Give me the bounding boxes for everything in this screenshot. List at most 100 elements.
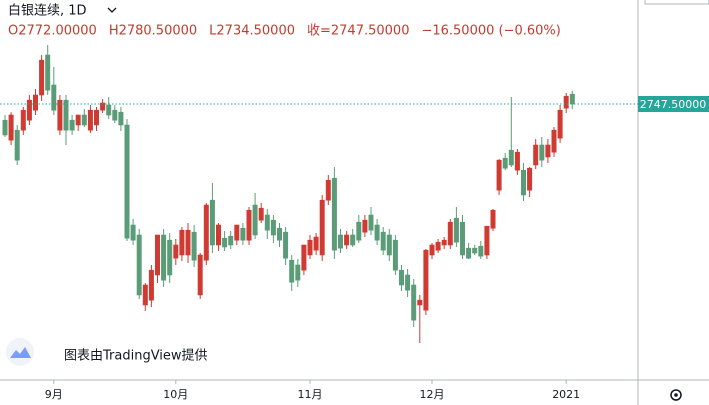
candle-body (435, 241, 441, 251)
candle-body (362, 219, 368, 233)
candle-body (350, 234, 356, 246)
x-tick-label: 2021 (552, 388, 580, 401)
candle-body (63, 99, 69, 131)
settings-icon[interactable] (670, 389, 682, 401)
candle-body (441, 239, 447, 246)
candle-body (270, 219, 276, 236)
candle-body (392, 239, 398, 271)
candle-body (100, 102, 106, 111)
candle-body (356, 221, 362, 241)
candle-body (45, 54, 51, 91)
candle-body (69, 119, 75, 131)
candle-body (313, 236, 319, 251)
candle-body (173, 244, 179, 259)
candle-body (136, 234, 142, 296)
candle-body (81, 114, 87, 126)
candle-body (545, 144, 551, 158)
candle-body (289, 259, 295, 283)
candle-body (246, 209, 252, 241)
candle-body (94, 109, 100, 126)
candle-body (533, 144, 539, 166)
candle-body (51, 84, 57, 111)
candle-body (520, 169, 526, 196)
candle-body (295, 264, 301, 281)
candle-body (112, 109, 118, 121)
candle-body (26, 99, 32, 121)
candle-body (161, 234, 167, 281)
candle-body (264, 214, 270, 231)
candle-body (551, 129, 557, 153)
candle-body (87, 109, 93, 131)
candle-body (240, 227, 246, 241)
candle-body (307, 239, 313, 256)
chevron[interactable] (107, 7, 117, 13)
candle-body (124, 124, 130, 239)
candle-body (344, 234, 350, 246)
candle-body (228, 235, 234, 246)
candle-body (75, 114, 81, 126)
ohlc-value: 收=2747.50000 (307, 24, 409, 39)
candle-body (411, 284, 417, 321)
gear[interactable] (670, 389, 682, 401)
candle-body (459, 221, 465, 256)
candle-body (8, 114, 14, 141)
ohlc-value: H2780.50000 (109, 24, 197, 39)
candle-body (148, 269, 154, 301)
candle-body (252, 204, 258, 236)
ohlc-value: −16.50000 (−0.60%) (421, 24, 560, 39)
candle-body (179, 229, 185, 256)
candle-body (490, 209, 496, 229)
candle-body (167, 239, 173, 276)
candle-body (429, 244, 435, 256)
x-tick-label: 9月 (45, 388, 63, 401)
last-price-box (638, 96, 709, 112)
candle-body (514, 151, 520, 171)
candle-body (563, 95, 569, 109)
candle-body (374, 224, 380, 241)
candle-body (447, 221, 453, 246)
candle-body (234, 224, 240, 241)
candle-body (466, 247, 472, 259)
logo-bg (6, 338, 34, 366)
candle-body (557, 109, 563, 139)
candle-body (368, 214, 374, 231)
candle-body (496, 159, 502, 191)
candle-body (197, 254, 203, 296)
candle-body (203, 204, 209, 261)
candle-body (216, 224, 222, 246)
logo (10, 347, 31, 358)
candle-body (337, 234, 343, 249)
candle-body (2, 119, 8, 136)
plot-area (2, 45, 575, 343)
candle-body (283, 231, 289, 259)
ohlc-value: L2734.50000 (209, 24, 295, 39)
x-tick-label: 12月 (420, 388, 445, 401)
candle-body (325, 179, 331, 201)
candle-body (331, 177, 337, 251)
candle-body (405, 274, 411, 291)
candle-body (453, 217, 459, 243)
candle-body (423, 249, 429, 311)
candle-body (502, 157, 508, 169)
candle-body (155, 234, 161, 276)
candle-body (527, 167, 533, 191)
last-price-label: 2747.50000 (640, 98, 706, 111)
candle-body (380, 231, 386, 251)
axis-top-box (644, 0, 709, 5)
candle-body (569, 93, 575, 105)
ohlc-legend: O2772.00000 H2780.50000 L2734.50000 收=2747.… (8, 24, 561, 39)
candle-body (417, 299, 423, 306)
candle-body (57, 99, 63, 131)
candle-body (508, 149, 514, 166)
candle-body (118, 111, 124, 126)
candle-body (478, 245, 484, 257)
candle-body (39, 59, 45, 96)
candle-body (209, 199, 215, 246)
candle-body (472, 247, 478, 254)
candle-body (539, 144, 545, 161)
watermark: 图表由TradingView提供 (64, 348, 208, 364)
candle-body (130, 224, 136, 241)
x-tick-label: 11月 (298, 388, 323, 401)
